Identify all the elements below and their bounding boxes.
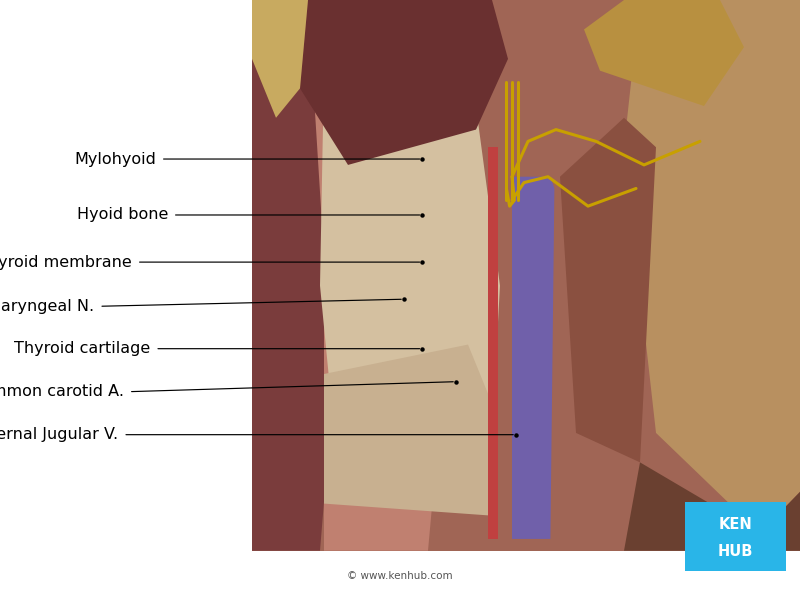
Bar (488, 147, 498, 539)
Polygon shape (624, 0, 800, 533)
Text: KEN: KEN (718, 517, 753, 531)
Polygon shape (512, 177, 554, 539)
Polygon shape (584, 0, 744, 106)
Polygon shape (320, 47, 500, 504)
Text: Mylohyoid: Mylohyoid (74, 151, 156, 167)
Text: © www.kenhub.com: © www.kenhub.com (347, 571, 453, 581)
Polygon shape (324, 345, 492, 515)
Polygon shape (252, 0, 308, 118)
Text: Internal laryngeal N.: Internal laryngeal N. (0, 299, 94, 314)
Text: Internal Jugular V.: Internal Jugular V. (0, 427, 118, 442)
Text: Hyoid bone: Hyoid bone (77, 207, 168, 223)
Polygon shape (624, 462, 800, 551)
Bar (685, 502, 786, 571)
Bar (252, 0, 800, 551)
Polygon shape (252, 0, 332, 551)
Polygon shape (300, 0, 508, 165)
Polygon shape (308, 0, 444, 551)
Text: Thyroid membrane: Thyroid membrane (0, 254, 132, 270)
Text: Common carotid A.: Common carotid A. (0, 384, 124, 399)
Polygon shape (560, 118, 656, 462)
Text: HUB: HUB (718, 544, 754, 560)
Text: Thyroid cartilage: Thyroid cartilage (14, 341, 150, 356)
